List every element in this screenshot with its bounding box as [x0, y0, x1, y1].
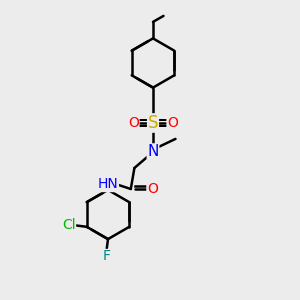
- Text: F: F: [103, 250, 110, 263]
- Text: S: S: [148, 114, 158, 132]
- Text: Cl: Cl: [62, 218, 76, 232]
- Text: N: N: [147, 144, 159, 159]
- Text: O: O: [167, 116, 178, 130]
- Text: O: O: [147, 182, 158, 196]
- Text: HN: HN: [98, 178, 118, 191]
- Text: O: O: [128, 116, 139, 130]
